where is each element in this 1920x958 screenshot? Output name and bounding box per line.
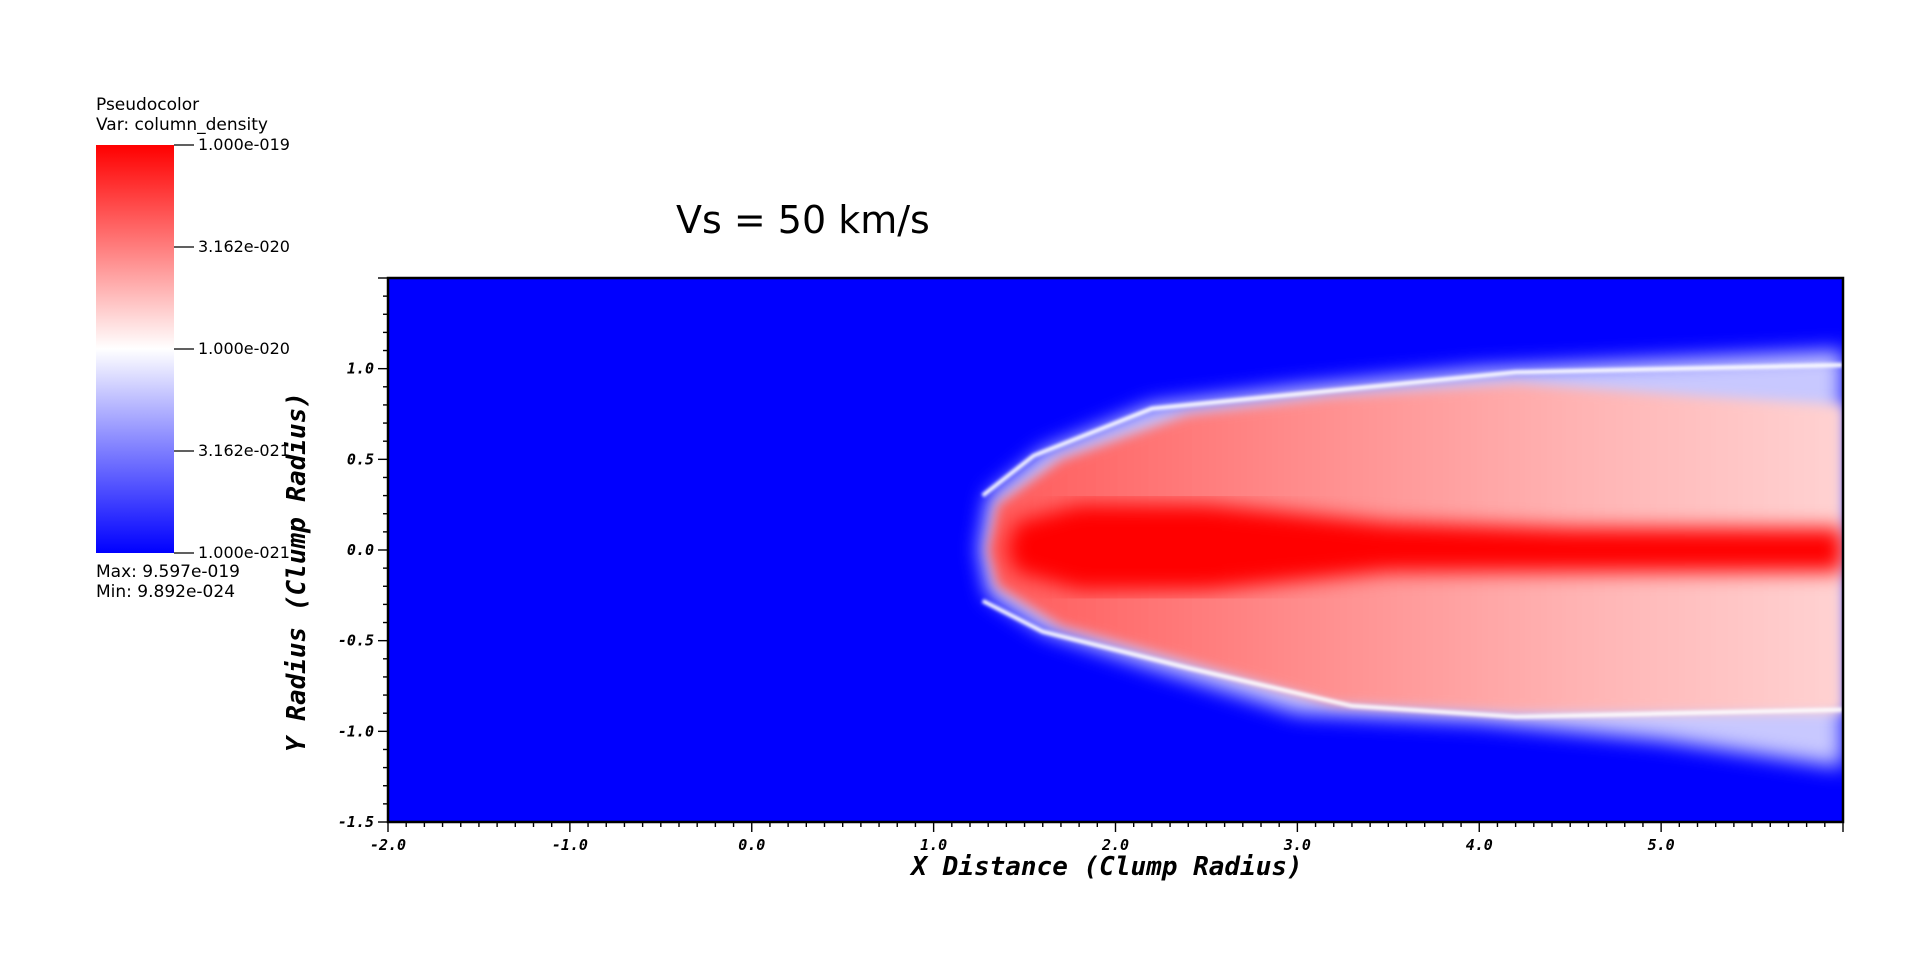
x-tick-label: 2.0 — [1101, 836, 1129, 854]
cloud-core — [1006, 504, 1843, 590]
colorbar-tick-label: 1.000e-019 — [198, 135, 290, 154]
y-tick-label: 0.0 — [347, 541, 374, 559]
plot-title: Vs = 50 km/s — [676, 198, 930, 242]
y-tick-label: 0.5 — [347, 450, 374, 468]
legend-variable: Var: column_density — [96, 115, 268, 135]
x-tick-label: 4.0 — [1466, 836, 1493, 854]
x-tick-label: 1.0 — [920, 836, 947, 854]
y-axis-ticks: 1.0 0.5 0.0 -0.5 -1.0 -1.5 — [338, 277, 388, 831]
colorbar — [96, 145, 174, 553]
legend-plot-type: Pseudocolor — [96, 95, 200, 115]
y-tick-label: -1.0 — [338, 722, 374, 740]
colorbar-tick-label: 3.162e-021 — [198, 441, 290, 460]
colorbar-tick-label: 1.000e-021 — [198, 543, 290, 562]
legend-max: Max: 9.597e-019 — [96, 562, 240, 582]
x-tick-label: -2.0 — [370, 836, 406, 854]
legend-min: Min: 9.892e-024 — [96, 582, 236, 602]
shock-front-lower — [981, 599, 1843, 719]
y-tick-label: -1.5 — [338, 813, 374, 831]
x-tick-label: 0.0 — [738, 836, 765, 854]
x-axis-ticks: -2.0 -1.0 0.0 1.0 2.0 3.0 4.0 5.0 — [370, 822, 1844, 854]
x-tick-label: 3.0 — [1283, 836, 1311, 854]
x-tick-label: -1.0 — [552, 836, 588, 854]
colorbar-tick-label: 3.162e-020 — [198, 237, 290, 256]
y-tick-label: 1.0 — [347, 360, 374, 378]
y-tick-label: -0.5 — [338, 632, 374, 650]
colorbar-tick-label: 1.000e-020 — [198, 339, 290, 358]
density-field — [979, 350, 1843, 768]
x-tick-label: 5.0 — [1648, 836, 1675, 854]
y-axis-title: Y Radius (Clump Radius) — [282, 392, 312, 752]
x-axis-title: X Distance (Clump Radius) — [909, 852, 1302, 882]
colorbar-ticks — [174, 144, 194, 554]
shock-front-upper — [981, 363, 1843, 498]
